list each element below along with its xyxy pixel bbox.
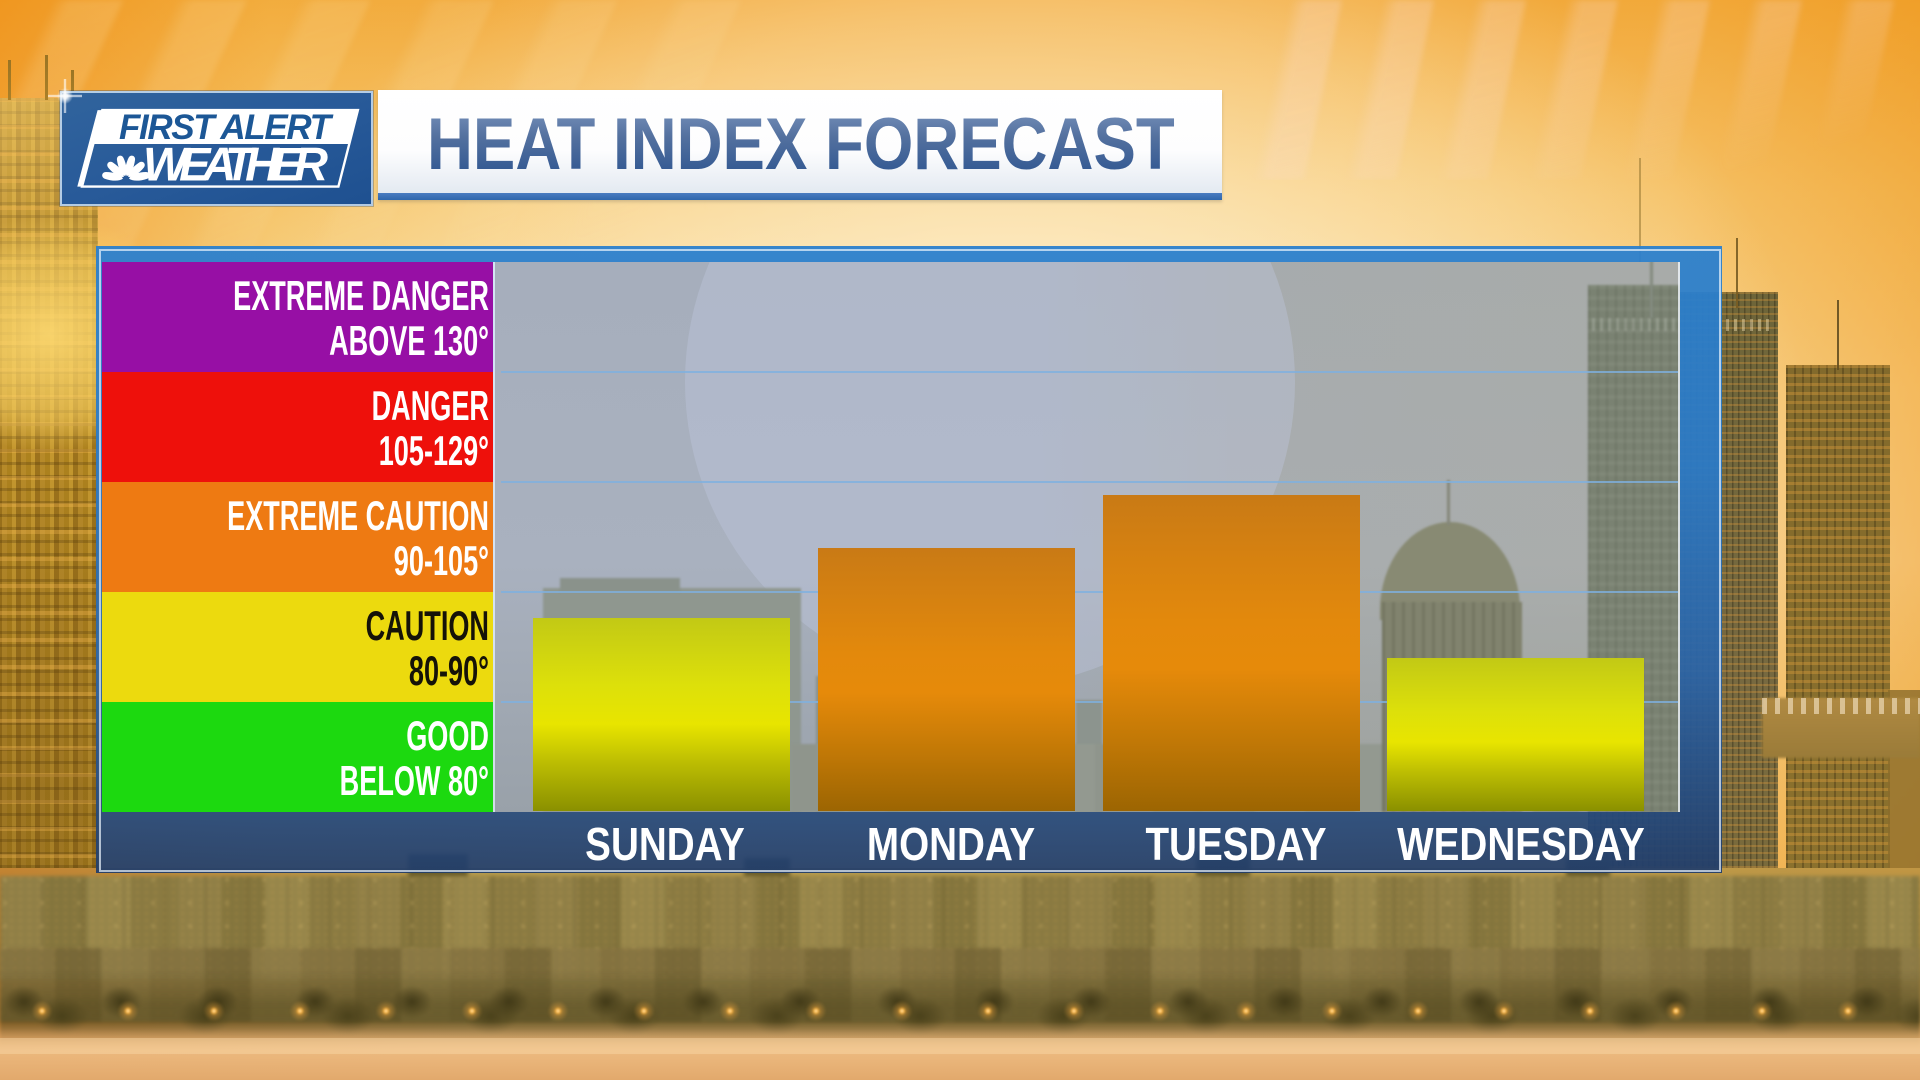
svg-text:FIRST ALERT: FIRST ALERT [119,108,334,147]
svg-text:WEATHER: WEATHER [143,138,328,191]
